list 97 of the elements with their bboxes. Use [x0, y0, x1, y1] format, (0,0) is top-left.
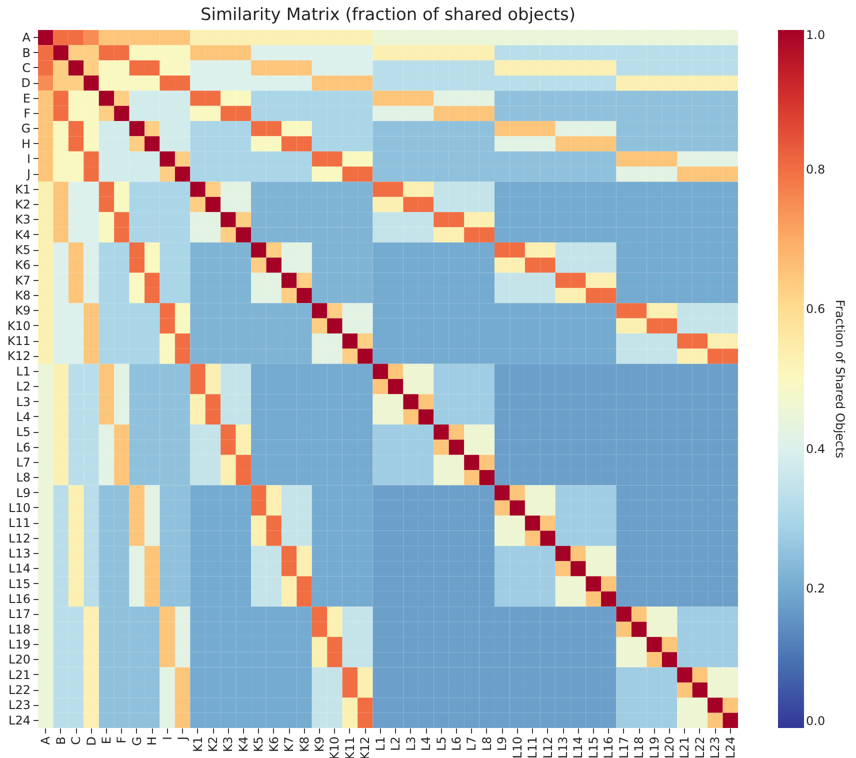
x-tick-label: L20: [662, 736, 677, 758]
x-tick-label: E: [99, 736, 114, 744]
y-tick-label: L24: [8, 713, 30, 728]
x-tick-label: L24: [723, 736, 738, 758]
y-tick-label: L7: [16, 455, 30, 470]
y-tick-label: L9: [16, 486, 30, 500]
x-tick-label: L9: [495, 736, 510, 751]
y-tick-label: K10: [7, 318, 30, 333]
y-tick-label: L4: [16, 410, 30, 424]
y-tick-label: K8: [14, 288, 30, 303]
color-bar-label: 0.8: [806, 162, 826, 177]
y-tick-label: K5: [14, 243, 30, 258]
x-tick-label: K2: [206, 736, 220, 752]
x-tick-label: L10: [510, 736, 524, 758]
y-tick-label: C: [22, 60, 30, 75]
y-tick-label: L1: [16, 364, 30, 378]
y-tick-label: L3: [16, 394, 30, 409]
x-tick-label: J: [176, 736, 190, 742]
x-tick-label: K3: [221, 736, 236, 752]
y-tick-label: L14: [8, 562, 30, 576]
x-tick-label: K1: [190, 736, 205, 752]
x-tick-label: L19: [647, 736, 662, 758]
color-bar-label: 1.0: [806, 28, 826, 42]
y-tick-label: L22: [8, 683, 30, 698]
y-tick-label: I: [26, 152, 30, 166]
y-tick-label: K12: [7, 349, 30, 364]
y-tick-label: L15: [8, 576, 30, 591]
color-bar-label: 0.4: [806, 442, 826, 456]
y-tick-label: L19: [8, 638, 30, 652]
y-tick-label: F: [24, 106, 31, 120]
y-tick-label: L17: [8, 607, 30, 622]
x-tick-label: L14: [571, 736, 586, 758]
y-tick-label: K7: [14, 273, 30, 288]
x-tick-label: L18: [632, 736, 646, 758]
color-bar-label: 0.2: [806, 581, 826, 596]
x-tick-label: L23: [708, 736, 722, 758]
x-tick-label: K9: [312, 736, 327, 752]
y-tick-label: L20: [8, 652, 30, 667]
color-bar-label: 0.0: [806, 714, 826, 728]
x-tick-label: K5: [252, 736, 266, 752]
x-tick-label: L21: [678, 736, 692, 758]
x-tick-label: L6: [449, 736, 464, 751]
y-tick-label: L11: [8, 516, 30, 530]
x-tick-label: G: [130, 736, 144, 746]
x-tick-label: L2: [388, 736, 403, 751]
y-tick-label: L23: [8, 698, 30, 712]
x-tick-label: C: [69, 736, 84, 745]
x-tick-label: A: [38, 736, 53, 745]
x-tick-label: H: [145, 736, 160, 746]
x-tick-label: K6: [266, 736, 281, 752]
x-tick-label: L13: [556, 736, 570, 758]
y-tick-label: H: [21, 136, 30, 151]
y-tick-label: K11: [7, 334, 30, 348]
y-tick-label: L21: [8, 668, 30, 682]
y-tick-label: J: [26, 167, 30, 182]
x-tick-label: K7: [282, 736, 296, 752]
y-tick-label: K4: [14, 228, 30, 242]
x-tick-label: L15: [586, 736, 600, 758]
y-tick-label: L16: [8, 592, 30, 606]
x-tick-label: B: [54, 736, 68, 745]
y-tick-label: K6: [14, 258, 30, 272]
y-tick-label: A: [22, 30, 32, 45]
y-tick-label: L2: [16, 380, 30, 394]
x-tick-label: L4: [419, 736, 434, 751]
y-tick-label: K1: [14, 182, 30, 196]
y-tick-label: D: [21, 76, 30, 90]
y-tick-label: K2: [14, 198, 30, 212]
chart-title: Similarity Matrix (fraction of shared objects): [200, 5, 576, 25]
x-tick-label: K4: [236, 736, 250, 752]
y-tick-label: L5: [16, 425, 30, 440]
y-tick-label: L10: [8, 500, 30, 515]
y-tick-label: B: [22, 46, 30, 60]
y-tick-label: E: [22, 91, 30, 106]
y-tick-label: L13: [8, 546, 30, 560]
x-tick-label: L8: [480, 736, 494, 751]
x-tick-label: L11: [526, 736, 540, 758]
x-tick-label: I: [160, 736, 174, 740]
x-tick-label: L17: [616, 736, 631, 758]
x-tick-label: L1: [373, 736, 388, 751]
y-tick-label: K3: [14, 212, 30, 227]
x-tick-label: L7: [464, 736, 479, 751]
x-tick-label: L16: [602, 736, 616, 758]
y-tick-label: G: [21, 122, 30, 136]
color-bar-label: 0.6: [806, 302, 826, 316]
y-tick-label: L12: [8, 531, 30, 546]
x-tick-label: L3: [404, 736, 418, 751]
x-tick-label: D: [84, 736, 98, 746]
y-tick-label: L8: [16, 470, 30, 485]
x-tick-label: K8: [297, 736, 312, 752]
y-tick-label: K9: [14, 304, 30, 318]
color-bar-title: Fraction of Shared Objects: [833, 300, 847, 458]
y-tick-label: L18: [8, 622, 30, 636]
x-tick-label: L22: [692, 736, 707, 758]
x-tick-label: L5: [434, 736, 448, 751]
y-tick-label: L6: [16, 440, 30, 454]
x-tick-label: F: [114, 736, 129, 744]
x-tick-label: L12: [540, 736, 555, 758]
